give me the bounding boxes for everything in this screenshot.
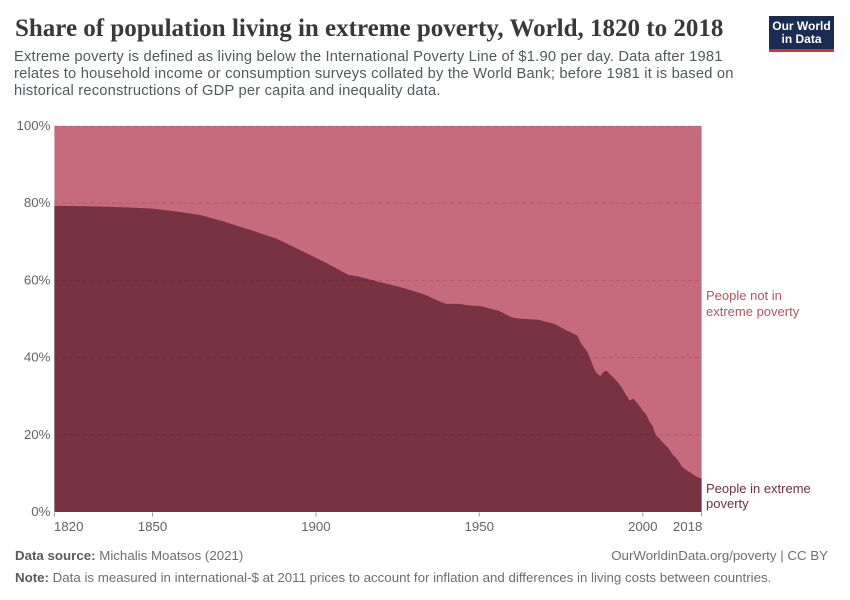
svg-text:1900: 1900 <box>301 519 331 534</box>
svg-text:2000: 2000 <box>628 519 658 534</box>
svg-text:2018: 2018 <box>673 519 703 534</box>
svg-text:40%: 40% <box>24 350 51 365</box>
svg-text:80%: 80% <box>24 195 51 210</box>
svg-text:100%: 100% <box>16 118 50 133</box>
svg-text:60%: 60% <box>24 272 51 287</box>
svg-text:1820: 1820 <box>54 519 84 534</box>
svg-text:1850: 1850 <box>138 519 168 534</box>
svg-text:20%: 20% <box>24 427 51 442</box>
svg-text:1950: 1950 <box>465 519 495 534</box>
svg-text:0%: 0% <box>31 504 50 519</box>
